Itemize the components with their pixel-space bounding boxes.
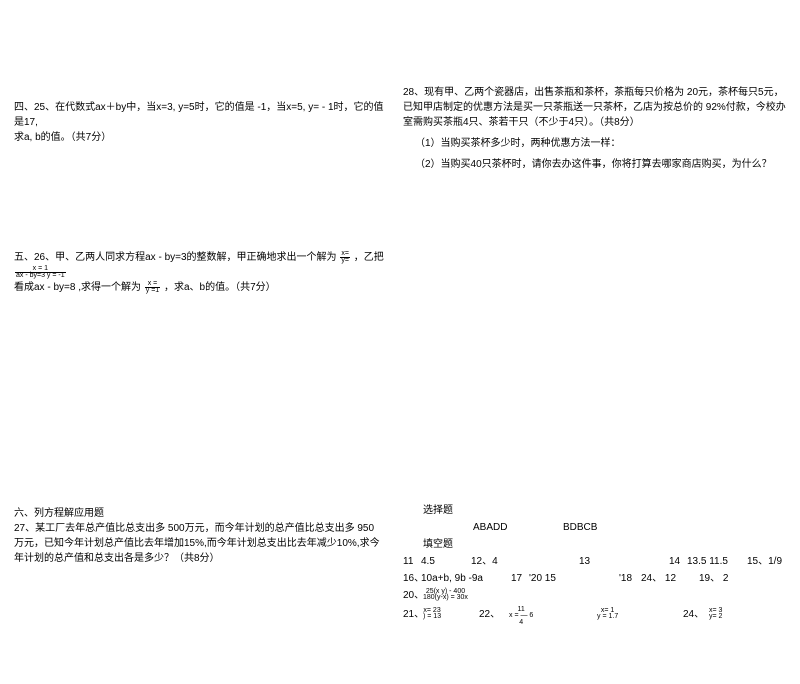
answer-row-2: 16、 10a+b, 9b -9a 17 '20 15 '18 24、 12 1… bbox=[403, 571, 793, 586]
problem-28: 28、现有甲、乙两个瓷器店，出售茶瓶和茶杯，茶瓶每只价格为 20元，茶杯每只5元… bbox=[403, 85, 793, 172]
q26-line2-prefix: 看成ax - by=8 ,求得一个解为 bbox=[14, 282, 141, 293]
fb-label: 填空题 bbox=[403, 537, 473, 552]
ans-23-frac: x= 1 y = 1.7 bbox=[596, 608, 619, 621]
q28-line1: 28、现有甲、乙两个瓷器店，出售茶瓶和茶杯，茶瓶每只价格为 20元，茶杯每只5元… bbox=[403, 85, 793, 130]
mc-ans1: ABADD bbox=[473, 520, 533, 535]
problem-25: 四、25、在代数式ax＋by中，当x=3, y=5时，它的值是 -1，当x=5,… bbox=[14, 100, 384, 145]
q26-frac2: x = 1 ax - by=3 y = -1 bbox=[15, 266, 66, 280]
ans-24-frac: x= 3 y= 2 bbox=[708, 608, 723, 621]
q26-prefix: 五、26、甲、乙两人同求方程ax - by=3的整数解，甲正确地求出一个解为 bbox=[14, 252, 337, 263]
answer-row-1: 11 4.5 12、4 13 14 13.5 11.5 15、1/9 bbox=[403, 554, 793, 569]
mc-ans2: BDBCB bbox=[563, 520, 623, 535]
q28-sub2: （2）当购买40只茶杯时，请你去办这件事，你将打算去哪家商店购买，为什么？ bbox=[403, 157, 793, 172]
q26-mid1: ，乙把 bbox=[354, 252, 384, 263]
q26-line2-tail: ，求a、b的值。（共7分） bbox=[164, 282, 276, 293]
answer-row-4: 21、 x= 23 ) = 13 22、 11 x = — 6 4 x= 1 y… bbox=[403, 607, 793, 626]
q26-frac1: x= y= bbox=[340, 251, 350, 265]
answer-row-3: 20、 25(x y) - 400 180(y-x) = 30x bbox=[403, 588, 793, 603]
ans-21-frac: x= 23 ) = 13 bbox=[422, 608, 442, 621]
q25-line2: 求a, b的值。（共7分） bbox=[14, 132, 111, 143]
q26-frac3: x = y =1 bbox=[145, 281, 160, 295]
q25-line1: 四、25、在代数式ax＋by中，当x=3, y=5时，它的值是 -1，当x=5,… bbox=[14, 102, 384, 128]
ans-20-frac: 25(x y) - 400 180(y-x) = 30x bbox=[422, 589, 469, 602]
mc-label: 选择题 bbox=[403, 503, 473, 518]
q27-heading: 六、列方程解应用题 bbox=[14, 506, 384, 521]
problem-26: 五、26、甲、乙两人同求方程ax - by=3的整数解，甲正确地求出一个解为 x… bbox=[14, 250, 384, 295]
answers-section: 选择题 ABADD BDBCB 填空题 11 4.5 12、4 13 14 13… bbox=[403, 503, 793, 628]
q27-line1: 27、某工厂去年总产值比总支出多 500万元，而今年计划的总产值比总支出多 95… bbox=[14, 521, 384, 566]
q28-sub1: （1）当购买茶杯多少时，两种优惠方法一样： bbox=[403, 136, 793, 151]
problem-27: 六、列方程解应用题 27、某工厂去年总产值比总支出多 500万元，而今年计划的总… bbox=[14, 506, 384, 566]
ans-22-frac: 11 x = — 6 4 bbox=[508, 607, 534, 626]
